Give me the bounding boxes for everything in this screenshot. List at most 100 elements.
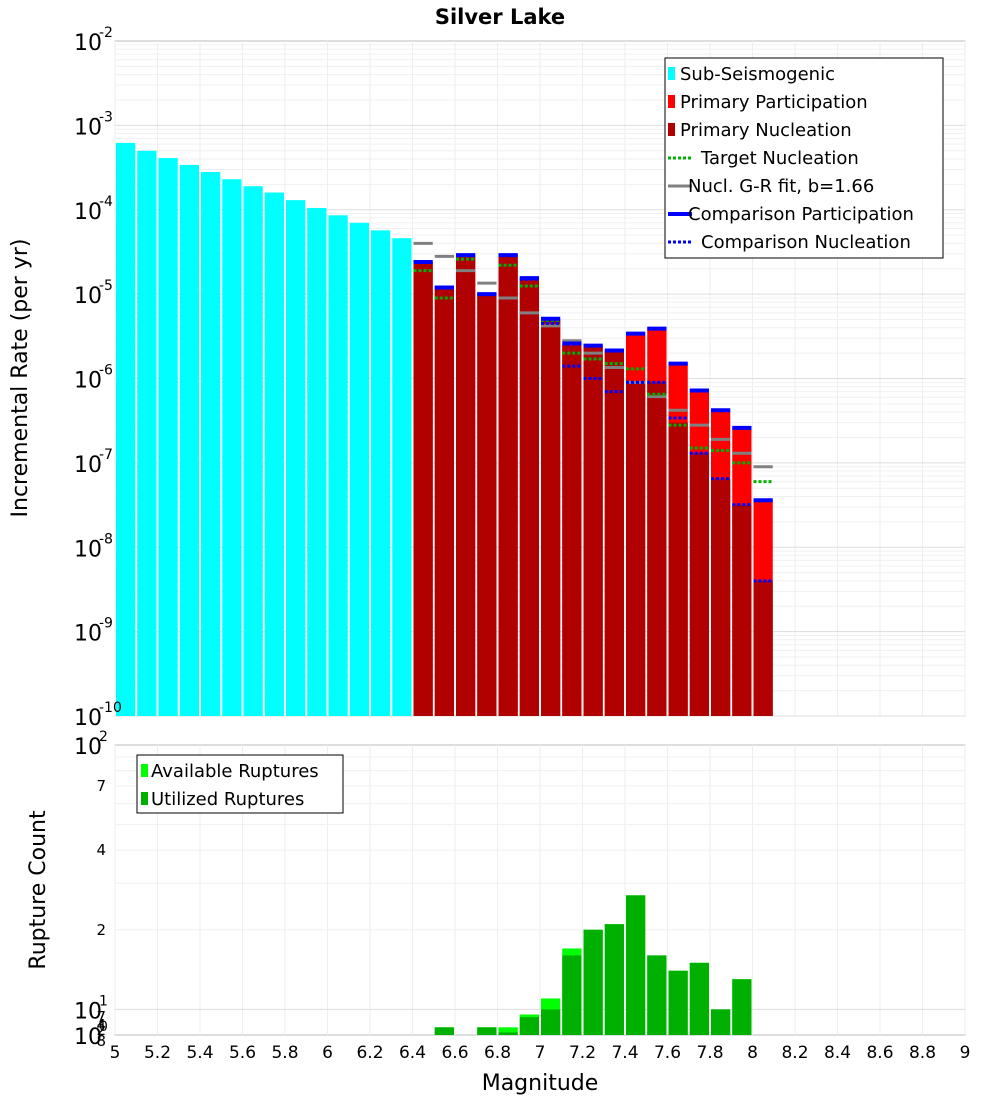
rate-legend-label: Comparison Participation xyxy=(688,204,914,225)
rupture-legend-label: Utilized Ruptures xyxy=(151,789,304,810)
utilized-ruptures-bar xyxy=(477,1027,497,1035)
rupture-y-tick-exponent: 2 xyxy=(99,729,108,745)
rate-legend-entry: Sub-Seismogenic xyxy=(668,64,835,85)
rate-y-tick-base: 10 xyxy=(74,200,102,225)
rate-y-tick-exponent: -10 xyxy=(99,700,122,716)
utilized-ruptures-bar xyxy=(498,1032,518,1035)
primary-nucleation-bar xyxy=(541,319,561,716)
rate-y-tick: 10-7 xyxy=(74,447,113,478)
utilized-ruptures-bar xyxy=(689,962,709,1035)
utilized-ruptures-bar xyxy=(732,979,752,1035)
utilized-ruptures-bar xyxy=(711,1009,731,1035)
x-tick-label: 7.2 xyxy=(569,1043,596,1063)
primary-nucleation-bar xyxy=(434,287,454,716)
x-tick-label: 5.2 xyxy=(144,1043,171,1063)
rate-legend-label: Target Nucleation xyxy=(700,148,859,169)
primary-nucleation-bar xyxy=(413,262,433,716)
rate-y-tick: 10-4 xyxy=(74,194,113,225)
rate-legend-entry: Comparison Participation xyxy=(668,204,914,225)
x-tick-label: 6 xyxy=(322,1043,333,1063)
rate-y-tick-base: 10 xyxy=(74,115,102,140)
rate-y-tick-exponent: -7 xyxy=(99,447,113,463)
primary-nucleation-bar xyxy=(753,580,773,716)
rate-y-tick-exponent: -3 xyxy=(99,109,113,125)
rupture-legend-box xyxy=(136,754,344,814)
rate-plot-bars xyxy=(116,142,773,717)
utilized-ruptures-bar xyxy=(519,1017,539,1035)
x-axis-label: Magnitude xyxy=(482,1071,599,1096)
rate-y-tick-exponent: -2 xyxy=(99,25,113,41)
sub-seismogenic-bar xyxy=(328,215,348,717)
x-tick-label: 8.6 xyxy=(866,1043,893,1063)
sub-seismogenic-bar xyxy=(307,207,327,716)
primary-nucleation-bar xyxy=(519,279,539,716)
rupture-y-minor-tick: 4 xyxy=(96,1016,106,1034)
sub-seismogenic-bar xyxy=(158,158,178,716)
rupture-legend-entry: Utilized Ruptures xyxy=(141,789,304,810)
legend-swatch-bar xyxy=(668,67,675,80)
rupture-y-minor-tick: 7 xyxy=(96,777,106,795)
utilized-ruptures-bar xyxy=(541,1009,561,1035)
rate-y-tick-exponent: -8 xyxy=(99,531,113,547)
x-tick-label: 7.6 xyxy=(654,1043,681,1063)
rate-y-axis-label: Incremental Rate (per yr) xyxy=(8,239,33,518)
rupture-y-tick-base: 10 xyxy=(74,735,102,760)
legend-swatch-bar xyxy=(668,95,675,108)
rate-legend-label: Sub-Seismogenic xyxy=(680,64,835,85)
available-ruptures-bar xyxy=(498,1027,518,1035)
rate-legend-label: Primary Participation xyxy=(680,92,868,113)
x-tick-label: 8 xyxy=(747,1043,758,1063)
rate-legend-entry: Comparison Nucleation xyxy=(668,232,911,253)
rate-y-tick-base: 10 xyxy=(74,31,102,56)
rate-y-tick: 10-5 xyxy=(74,278,113,309)
primary-nucleation-bar xyxy=(604,351,624,716)
utilized-ruptures-bar xyxy=(647,955,667,1035)
rate-legend-box xyxy=(664,57,944,259)
utilized-ruptures-bar xyxy=(604,924,624,1035)
x-tick-label: 6.6 xyxy=(441,1043,468,1063)
rate-legend-entry: Target Nucleation xyxy=(668,148,859,169)
rate-plot-line-marks xyxy=(413,241,773,583)
utilized-ruptures-bar xyxy=(562,955,582,1035)
rate-legend-label: Primary Nucleation xyxy=(680,120,852,141)
rupture-y-minor-tick: 4 xyxy=(96,841,106,859)
rate-y-tick: 10-3 xyxy=(74,109,113,140)
sub-seismogenic-bar xyxy=(137,150,157,716)
rate-legend-entry: Primary Nucleation xyxy=(668,120,852,141)
utilized-ruptures-bar xyxy=(583,929,603,1035)
x-tick-label: 8.2 xyxy=(781,1043,808,1063)
sub-seismogenic-bar xyxy=(286,200,306,716)
sub-seismogenic-bar xyxy=(222,179,242,716)
rupture-plot-x-tick-labels: 5 5.2 5.4 5.6 5.8 6 6.2 6.4 6.6 6.8 7 7.2 7.4 7.6 7.8 8… xyxy=(110,1043,971,1063)
rate-legend-entry: Primary Participation xyxy=(668,92,868,113)
rate-legend-label: Nucl. G-R fit, b=1.66 xyxy=(688,176,874,197)
primary-nucleation-bar xyxy=(562,344,582,716)
primary-nucleation-bar xyxy=(583,346,603,716)
primary-nucleation-bar xyxy=(711,478,731,716)
utilized-ruptures-bar xyxy=(668,970,688,1035)
rupture-y-tick-base: 10 xyxy=(74,1025,102,1050)
x-tick-label: 7 xyxy=(535,1043,546,1063)
rate-y-tick-exponent: -4 xyxy=(99,194,113,210)
rate-y-tick: 10-2 xyxy=(74,25,113,56)
rupture-y-major-tick: 102 xyxy=(74,729,108,760)
x-tick-label: 7.8 xyxy=(696,1043,723,1063)
x-tick-label: 6.2 xyxy=(356,1043,383,1063)
rupture-y-major-tick: 100 xyxy=(74,1019,108,1050)
x-tick-label: 8.4 xyxy=(824,1043,851,1063)
primary-nucleation-bar xyxy=(689,453,709,716)
rupture-y-tick-exponent: 0 xyxy=(99,1019,108,1035)
sub-seismogenic-bar xyxy=(201,172,221,716)
x-tick-label: 9 xyxy=(960,1043,971,1063)
rate-y-tick-base: 10 xyxy=(74,706,102,731)
sub-seismogenic-bar xyxy=(243,186,263,716)
rupture-plot-bars xyxy=(434,895,752,1035)
legend-swatch-bar xyxy=(141,792,148,805)
rupture-legend: Available Ruptures Utilized Ruptures xyxy=(136,754,344,814)
rupture-legend-entry: Available Ruptures xyxy=(141,761,319,782)
